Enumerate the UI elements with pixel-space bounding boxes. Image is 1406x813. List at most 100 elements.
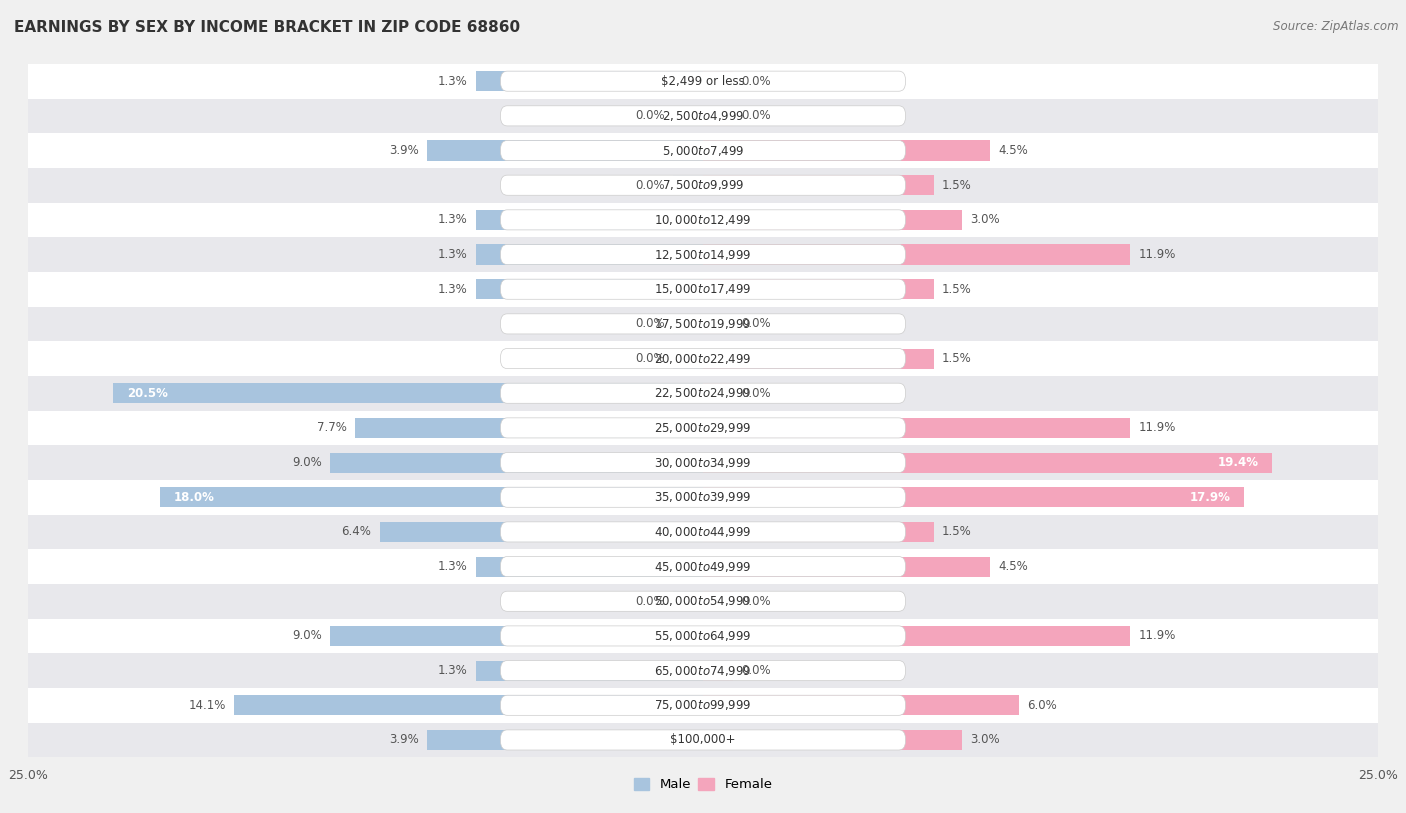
Text: $12,500 to $14,999: $12,500 to $14,999 bbox=[654, 247, 752, 262]
Text: 1.3%: 1.3% bbox=[439, 213, 468, 226]
Text: 9.0%: 9.0% bbox=[292, 456, 322, 469]
Bar bbox=[28, 202, 1378, 237]
Bar bbox=[28, 619, 1378, 654]
Bar bbox=[703, 106, 734, 126]
Text: $10,000 to $12,499: $10,000 to $12,499 bbox=[654, 213, 752, 227]
Text: 1.3%: 1.3% bbox=[439, 283, 468, 296]
Text: $2,499 or less: $2,499 or less bbox=[661, 75, 745, 88]
FancyBboxPatch shape bbox=[501, 522, 905, 542]
Text: 11.9%: 11.9% bbox=[1139, 421, 1175, 434]
Text: 1.3%: 1.3% bbox=[439, 664, 468, 677]
Bar bbox=[233, 695, 703, 715]
Bar bbox=[28, 133, 1378, 167]
Text: 0.0%: 0.0% bbox=[741, 110, 770, 122]
Text: 9.0%: 9.0% bbox=[292, 629, 322, 642]
Bar bbox=[703, 591, 734, 611]
Bar bbox=[703, 522, 934, 542]
Bar bbox=[28, 584, 1378, 619]
Text: $35,000 to $39,999: $35,000 to $39,999 bbox=[654, 490, 752, 504]
Bar bbox=[28, 167, 1378, 202]
Text: $7,500 to $9,999: $7,500 to $9,999 bbox=[662, 178, 744, 192]
Bar bbox=[28, 723, 1378, 757]
Bar bbox=[477, 245, 703, 264]
Bar bbox=[703, 383, 734, 403]
Bar bbox=[672, 349, 703, 368]
Text: 0.0%: 0.0% bbox=[741, 387, 770, 400]
Bar bbox=[427, 141, 703, 161]
Text: 1.3%: 1.3% bbox=[439, 75, 468, 88]
Text: 20.5%: 20.5% bbox=[127, 387, 167, 400]
Text: 0.0%: 0.0% bbox=[741, 595, 770, 608]
Text: $75,000 to $99,999: $75,000 to $99,999 bbox=[654, 698, 752, 712]
Text: EARNINGS BY SEX BY INCOME BRACKET IN ZIP CODE 68860: EARNINGS BY SEX BY INCOME BRACKET IN ZIP… bbox=[14, 20, 520, 35]
Text: $15,000 to $17,499: $15,000 to $17,499 bbox=[654, 282, 752, 296]
Text: $22,500 to $24,999: $22,500 to $24,999 bbox=[654, 386, 752, 400]
Bar bbox=[672, 175, 703, 195]
Text: Source: ZipAtlas.com: Source: ZipAtlas.com bbox=[1274, 20, 1399, 33]
FancyBboxPatch shape bbox=[501, 557, 905, 576]
Bar bbox=[672, 106, 703, 126]
FancyBboxPatch shape bbox=[501, 591, 905, 611]
Bar bbox=[28, 237, 1378, 272]
Text: $2,500 to $4,999: $2,500 to $4,999 bbox=[662, 109, 744, 123]
Text: 4.5%: 4.5% bbox=[998, 144, 1028, 157]
Bar bbox=[703, 245, 1130, 264]
Bar bbox=[28, 688, 1378, 723]
FancyBboxPatch shape bbox=[501, 453, 905, 472]
Bar bbox=[477, 210, 703, 230]
Text: 3.0%: 3.0% bbox=[970, 733, 1000, 746]
Bar bbox=[28, 341, 1378, 376]
Text: 1.5%: 1.5% bbox=[942, 525, 972, 538]
Text: 18.0%: 18.0% bbox=[174, 491, 215, 504]
Text: $45,000 to $49,999: $45,000 to $49,999 bbox=[654, 559, 752, 574]
Bar bbox=[28, 515, 1378, 550]
FancyBboxPatch shape bbox=[501, 695, 905, 715]
Text: $50,000 to $54,999: $50,000 to $54,999 bbox=[654, 594, 752, 608]
FancyBboxPatch shape bbox=[501, 349, 905, 368]
Bar bbox=[703, 730, 962, 750]
Text: 19.4%: 19.4% bbox=[1218, 456, 1258, 469]
Bar bbox=[477, 660, 703, 680]
Bar bbox=[703, 141, 990, 161]
Bar bbox=[703, 557, 990, 576]
Text: 1.3%: 1.3% bbox=[439, 560, 468, 573]
Text: 0.0%: 0.0% bbox=[741, 75, 770, 88]
Text: 3.0%: 3.0% bbox=[970, 213, 1000, 226]
Bar bbox=[703, 695, 1019, 715]
Bar bbox=[112, 383, 703, 403]
FancyBboxPatch shape bbox=[501, 418, 905, 438]
FancyBboxPatch shape bbox=[501, 660, 905, 680]
Text: 7.7%: 7.7% bbox=[318, 421, 347, 434]
Bar bbox=[28, 550, 1378, 584]
Bar bbox=[28, 480, 1378, 515]
Text: $5,000 to $7,499: $5,000 to $7,499 bbox=[662, 144, 744, 158]
Text: 1.3%: 1.3% bbox=[439, 248, 468, 261]
Bar bbox=[477, 557, 703, 576]
Bar bbox=[703, 71, 734, 91]
Text: 6.0%: 6.0% bbox=[1026, 699, 1057, 711]
Bar bbox=[703, 210, 962, 230]
Bar bbox=[703, 175, 934, 195]
Text: 0.0%: 0.0% bbox=[741, 317, 770, 330]
Bar bbox=[356, 418, 703, 438]
Bar bbox=[330, 626, 703, 646]
Bar bbox=[427, 730, 703, 750]
Text: 11.9%: 11.9% bbox=[1139, 248, 1175, 261]
FancyBboxPatch shape bbox=[501, 210, 905, 230]
Text: 4.5%: 4.5% bbox=[998, 560, 1028, 573]
Text: 0.0%: 0.0% bbox=[636, 595, 665, 608]
Text: 0.0%: 0.0% bbox=[636, 110, 665, 122]
Text: $55,000 to $64,999: $55,000 to $64,999 bbox=[654, 629, 752, 643]
Text: 6.4%: 6.4% bbox=[342, 525, 371, 538]
Bar bbox=[160, 487, 703, 507]
Text: 3.9%: 3.9% bbox=[389, 733, 419, 746]
FancyBboxPatch shape bbox=[501, 106, 905, 126]
Bar bbox=[703, 349, 934, 368]
Bar bbox=[703, 314, 734, 334]
Bar bbox=[703, 487, 1244, 507]
Bar bbox=[703, 660, 734, 680]
Bar bbox=[703, 453, 1272, 472]
Text: $17,500 to $19,999: $17,500 to $19,999 bbox=[654, 317, 752, 331]
Text: 0.0%: 0.0% bbox=[636, 179, 665, 192]
FancyBboxPatch shape bbox=[501, 141, 905, 161]
